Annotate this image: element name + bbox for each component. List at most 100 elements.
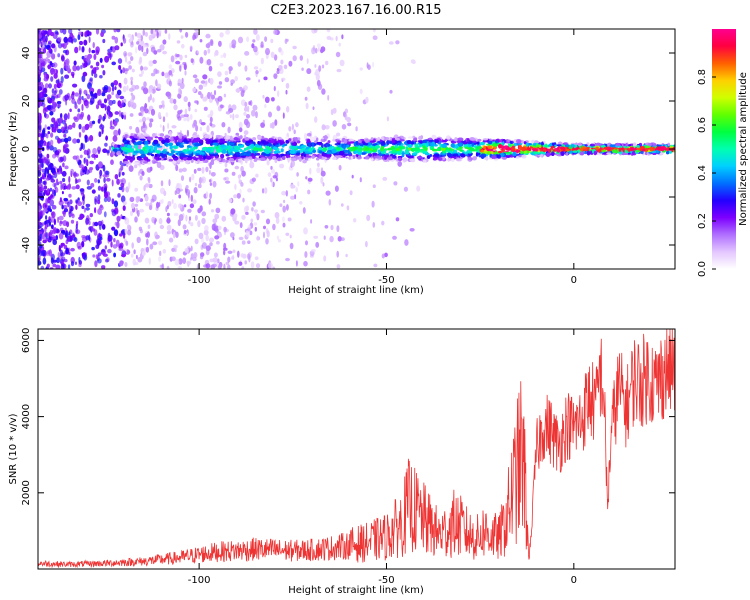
spectrogram-cell [394, 144, 398, 149]
spectrogram-cell [102, 174, 108, 178]
spectrogram-cell [98, 131, 102, 138]
spectrogram-cell [55, 94, 59, 99]
spectrogram-cell [70, 93, 75, 100]
spectrogram-cell [40, 133, 45, 138]
spectrogram-cell [183, 140, 189, 143]
spectrogram-cell [101, 92, 106, 97]
spectrogram-cell [320, 176, 324, 184]
spectrogram-cell [72, 83, 78, 88]
spectrogram-cell [117, 193, 121, 198]
spectrogram-cell [142, 51, 148, 57]
spectrogram-cell [209, 122, 213, 127]
spectrogram-cell [560, 151, 565, 156]
spectrogram-cell [219, 32, 224, 38]
spectrogram-cell [168, 158, 173, 162]
spectrogram-cell [38, 53, 42, 59]
spectrogram-cell [111, 85, 115, 92]
spectrogram-cell [130, 80, 133, 86]
spectrogram-cell [262, 94, 265, 99]
spectrogram-cell [75, 227, 78, 234]
spectrogram-cell [341, 34, 344, 40]
spectrogram-cell [290, 195, 295, 200]
spectrogram-cell [92, 147, 97, 155]
spectrogram-cell [288, 126, 292, 132]
spectrogram-cell [146, 161, 152, 165]
spectrogram-cell [506, 153, 510, 156]
spectrogram-cell [289, 242, 294, 250]
spectrogram-cell [81, 126, 86, 133]
spectrogram-cell [130, 158, 133, 163]
spectrogram-cell [218, 81, 223, 85]
spectrogram-cell [63, 258, 68, 263]
spectrogram-cell [100, 31, 104, 37]
spectrogram-cell [133, 249, 136, 255]
spectrogram-cell [225, 111, 231, 115]
spectrogram-cell [114, 45, 120, 51]
spectrogram-cell [154, 153, 158, 158]
spectrogram-cell [134, 32, 138, 37]
spectrogram-cell [353, 218, 357, 223]
spectrogram-cell [148, 34, 153, 41]
spectrogram-cell [356, 156, 362, 159]
spectrogram-cell [589, 143, 596, 147]
spectrogram-cell [330, 224, 334, 231]
spectrogram-cell [79, 213, 84, 220]
spectrogram-cell [65, 143, 69, 148]
spectrogram-cell [99, 236, 103, 241]
spectrogram-cell [186, 129, 189, 137]
spectrogram-cell [85, 235, 90, 241]
spectrogram-cell [147, 224, 151, 229]
spectrogram-cell [68, 176, 71, 183]
spectrogram-cell [108, 99, 114, 106]
spectrogram-cell [73, 38, 77, 43]
spectrogram-cell [71, 186, 77, 190]
spectrogram-cell [63, 113, 68, 121]
spectrogram-cell [210, 158, 215, 166]
spectrogram-cell [407, 136, 414, 139]
spectrogram-cell [50, 175, 54, 180]
spectrogram-cell [203, 106, 208, 111]
spectrogram-cell [168, 80, 172, 87]
spectrogram-cell [151, 154, 154, 157]
spectrogram-cell [459, 149, 464, 152]
spectrogram-cell [194, 29, 200, 32]
spectrogram-cell [254, 226, 257, 232]
spectrogram-cell [395, 217, 400, 222]
spectrogram-cell [273, 54, 278, 61]
spectrogram-cell [122, 85, 127, 93]
spectrogram-cell [253, 209, 258, 213]
spectrogram-cell [329, 235, 334, 243]
spectrogram-cell [192, 256, 197, 262]
spectrogram-cell [264, 104, 267, 108]
spectrogram-cell [196, 50, 199, 54]
spectrogram-cell [111, 198, 115, 205]
spectrogram-cell [101, 129, 104, 135]
spectrogram-cell [78, 131, 82, 138]
spectrogram-cell [365, 146, 370, 151]
spectrogram-cell [256, 152, 261, 156]
spectrogram-cell [106, 196, 111, 203]
spectrogram-cell [124, 262, 128, 267]
spectrogram-cell [56, 101, 62, 105]
spectrogram-cell [62, 230, 66, 235]
spectrogram-cell [83, 54, 89, 61]
spectrogram-cell [95, 61, 100, 67]
spectrogram-cell [109, 53, 112, 60]
spectrogram-cell [63, 118, 67, 123]
spectrogram-cell [61, 204, 64, 210]
spectrogram-cell [50, 257, 54, 265]
spectrogram-cell [77, 98, 82, 105]
spectrogram-cell [88, 47, 91, 54]
spectrogram-cell [162, 125, 165, 132]
spectrogram-cell [56, 149, 62, 153]
spectrogram-cell [139, 198, 144, 203]
spectrogram-cell [227, 256, 231, 263]
spectrogram-cell [117, 100, 122, 107]
spectrogram-cell [266, 145, 270, 151]
spectrogram-cell [282, 222, 286, 228]
spectrogram-cell [124, 228, 128, 235]
spectrogram-cell [89, 100, 94, 106]
spectrogram-cell [307, 189, 311, 195]
spectrogram-cell [158, 217, 163, 225]
spectrogram-cell [152, 97, 155, 103]
